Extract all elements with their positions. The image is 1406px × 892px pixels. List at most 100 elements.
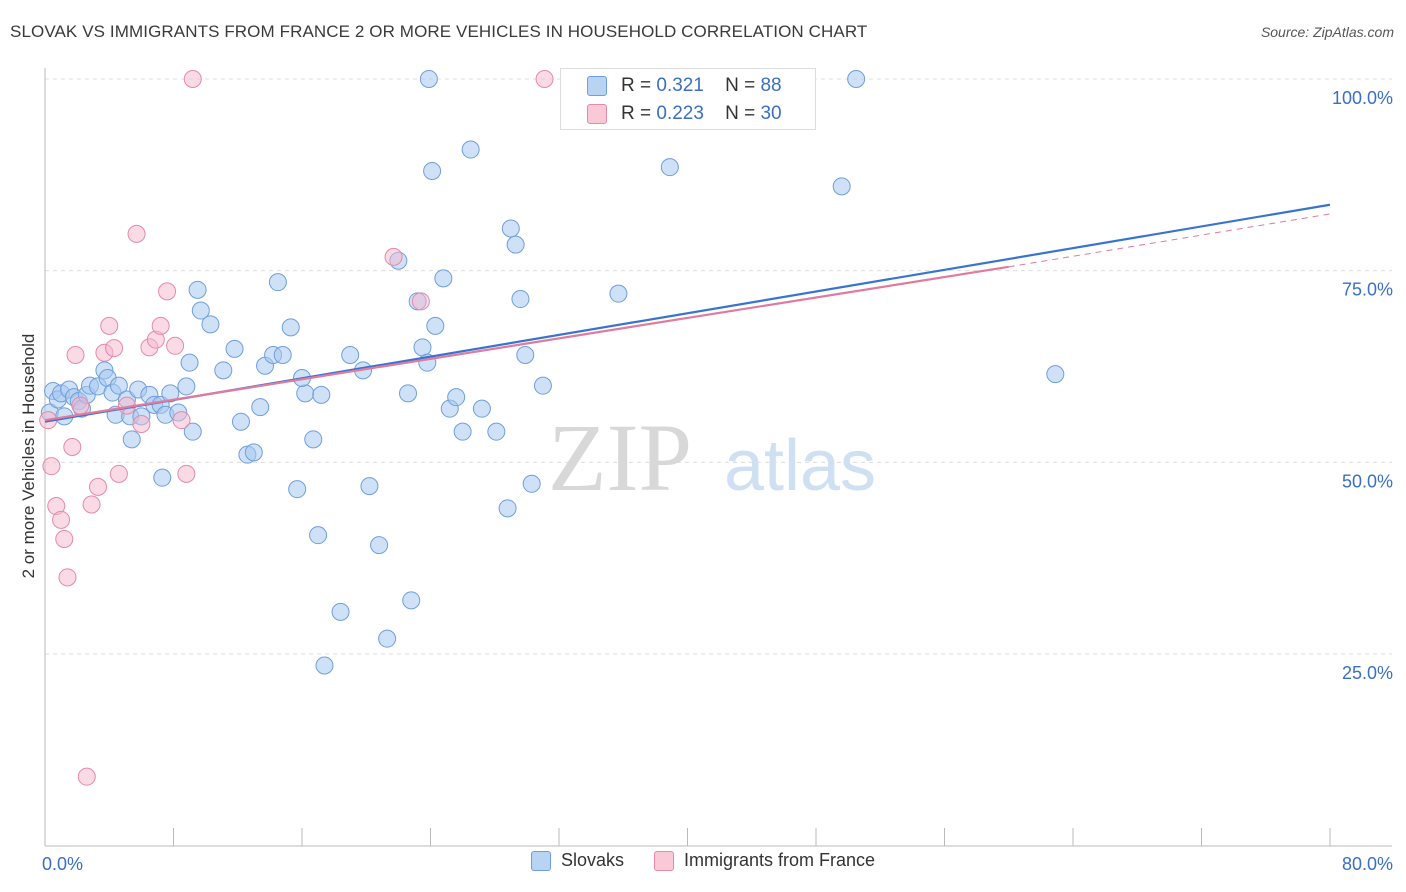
legend-swatch-france: [653, 850, 674, 871]
france-point: [66, 346, 85, 364]
stats-r-value: 0.321: [656, 75, 704, 96]
france-point: [183, 70, 202, 88]
france-point: [127, 224, 146, 243]
slovaks-point: [244, 443, 263, 462]
slovaks-point: [304, 430, 323, 449]
slovaks-point: [122, 430, 141, 449]
y-tick-label: 50.0%: [1342, 471, 1393, 491]
slovaks-point: [214, 361, 233, 380]
slovaks-point: [378, 629, 397, 648]
slovaks-point: [1046, 365, 1065, 384]
slovaks-point: [331, 602, 350, 621]
stats-legend: R = 0.321 N = 88 R = 0.223 N = 30: [560, 68, 816, 130]
slovaks-point: [522, 474, 541, 493]
stats-r-value: 0.223: [656, 103, 704, 124]
stats-n-label: N =: [725, 75, 756, 96]
slovaks-point: [161, 384, 180, 403]
stats-r-label: R =: [621, 75, 652, 96]
chart-title: SLOVAK VS IMMIGRANTS FROM FRANCE 2 OR MO…: [10, 22, 868, 41]
slovaks-point: [501, 219, 520, 238]
slovaks-point: [434, 269, 453, 288]
slovaks-point: [609, 284, 628, 303]
stats-row-slovaks: R = 0.321 N = 88: [587, 72, 782, 100]
watermark-zip: ZIP: [548, 404, 692, 511]
france-points: [39, 70, 554, 786]
france-point: [158, 282, 177, 301]
france-trend-line: [44, 265, 1009, 422]
bottom-legend: Slovaks Immigrants from France: [0, 850, 1406, 871]
slovaks-point: [183, 422, 202, 441]
slovaks-point: [188, 280, 207, 299]
grid-lines: [45, 78, 1392, 655]
france-point: [82, 495, 101, 514]
legend-item-france: Immigrants from France: [653, 850, 875, 871]
france-point: [132, 415, 151, 433]
slovaks-point: [315, 656, 334, 675]
y-tick-label: 75.0%: [1342, 280, 1393, 300]
tick-labels: 25.0% 50.0% 75.0% 100.0% 0.0% 80.0%: [42, 88, 1393, 874]
stats-n-value: 88: [760, 75, 782, 96]
slovaks-point: [511, 290, 530, 309]
slovaks-point: [370, 536, 389, 555]
watermark-atlas: atlas: [724, 426, 876, 506]
slovaks-point: [281, 318, 300, 337]
france-point: [411, 292, 430, 311]
slovaks-point: [288, 480, 307, 499]
slovaks-point: [201, 315, 220, 334]
slovaks-point: [516, 346, 535, 364]
slovaks-point: [419, 70, 438, 88]
france-trend-extension: [1008, 213, 1331, 268]
france-point: [63, 438, 82, 456]
slovaks-point: [487, 422, 506, 441]
france-point: [71, 396, 90, 415]
france-point: [535, 70, 554, 88]
slovaks-point: [296, 384, 315, 403]
source-credit: Source: ZipAtlas.com: [1260, 24, 1394, 40]
slovaks-point: [231, 412, 250, 431]
france-point: [55, 530, 74, 548]
france-point: [105, 339, 124, 358]
slovaks-point: [453, 422, 472, 441]
slovaks-point: [426, 316, 445, 335]
x-tick-label: 0.0%: [42, 854, 83, 874]
slovaks-point: [309, 526, 328, 545]
slovaks-point: [225, 339, 244, 358]
slovaks-point: [498, 499, 517, 518]
slovaks-point: [153, 468, 172, 487]
france-point: [77, 767, 96, 786]
france-point: [58, 568, 77, 587]
stats-n-value: 30: [760, 103, 782, 124]
france-point: [384, 247, 403, 266]
slovaks-point: [472, 399, 491, 418]
y-axis-label: 2 or more Vehicles in Household: [19, 334, 38, 579]
slovaks-point: [399, 384, 418, 403]
trend-lines: [44, 203, 1331, 423]
slovaks-point: [177, 377, 196, 396]
stats-r-label: R =: [621, 103, 652, 124]
slovaks-point: [461, 140, 480, 159]
france-point: [100, 316, 119, 335]
slovaks-point: [312, 385, 331, 404]
legend-item-slovaks: Slovaks: [530, 850, 624, 871]
france-point: [42, 457, 61, 476]
slovaks-point: [402, 591, 421, 610]
slovaks-point: [268, 273, 287, 292]
france-point: [166, 336, 185, 355]
slovaks-point: [191, 301, 210, 320]
slovaks-point: [506, 235, 525, 254]
y-tick-label: 100.0%: [1332, 88, 1393, 108]
slovaks-point: [180, 353, 199, 372]
slovaks-point: [423, 162, 442, 180]
france-point: [177, 464, 196, 483]
axes: [44, 68, 1392, 847]
stats-row-france: R = 0.223 N = 30: [587, 100, 782, 128]
france-point: [172, 411, 191, 430]
france-swatch: [587, 104, 607, 124]
slovaks-point: [660, 158, 679, 177]
y-tick-label: 25.0%: [1342, 663, 1393, 683]
slovaks-point: [832, 177, 851, 196]
slovaks-point: [360, 477, 379, 496]
france-point: [89, 477, 108, 496]
slovaks-point: [413, 338, 432, 357]
